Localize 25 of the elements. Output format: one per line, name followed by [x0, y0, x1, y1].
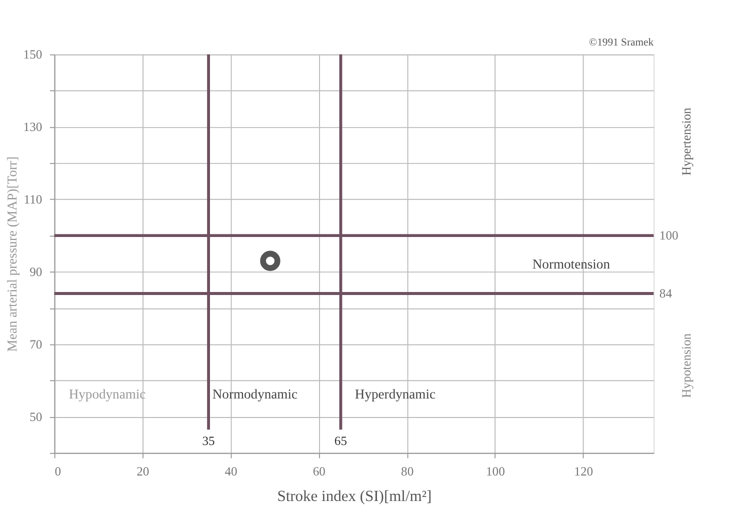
x-tick-label: 60 [312, 464, 326, 479]
annotation: Hyperdynamic [354, 386, 436, 402]
annotation: Normodynamic [212, 386, 298, 402]
ref-line-label: 35 [202, 434, 215, 448]
y-axis-title: Mean arterial pressure (MAP)[Torr] [4, 156, 20, 352]
y-tick-label: 130 [23, 120, 42, 134]
x-tick-label: 20 [136, 464, 150, 479]
ref-line-label: 84 [659, 286, 673, 300]
text: Hypotension [679, 332, 694, 398]
text: ©1991 Sramek [588, 38, 654, 49]
text: Hypertension [679, 107, 694, 176]
ref-line-label: 100 [659, 228, 678, 242]
y-tick-label: 50 [30, 410, 42, 424]
annotation: Normotension [532, 256, 610, 272]
x-tick-label: 120 [574, 464, 594, 479]
x-tick-label: 80 [401, 464, 414, 479]
y-tick-label: 90 [30, 265, 42, 280]
ref-line-label: 65 [334, 434, 348, 448]
y-tick-label: 110 [24, 192, 42, 207]
y-tick-label: 150 [23, 48, 42, 62]
x-tick-label: 100 [486, 464, 505, 479]
y-tick-label: 70 [30, 338, 42, 352]
x-tick-label: 40 [224, 464, 238, 479]
x-tick-label: 0 [54, 464, 62, 479]
x-axis-title: Stroke index (SI)[ml/m²] [277, 488, 432, 505]
